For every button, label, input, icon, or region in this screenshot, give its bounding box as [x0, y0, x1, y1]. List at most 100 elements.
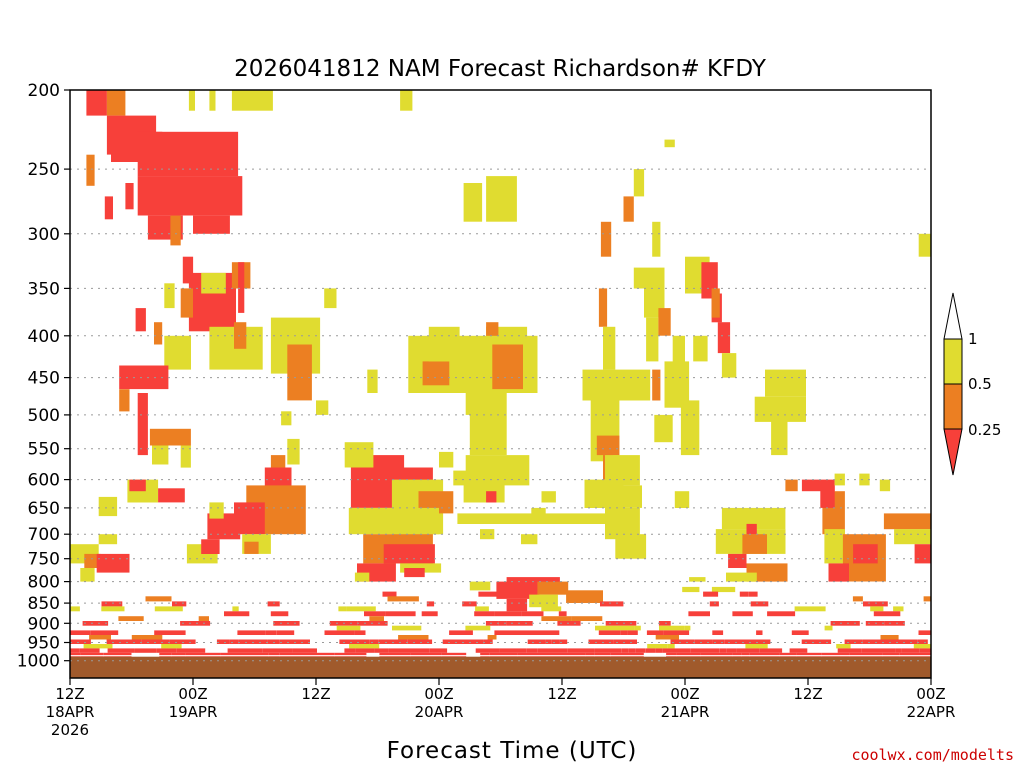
ri-band-1: [478, 591, 503, 597]
ri-patch-87: [537, 581, 569, 595]
ri-patch-90: [506, 598, 528, 612]
ri-band-14: [103, 652, 132, 658]
ri-patch-119: [711, 288, 720, 318]
y-tick-label-300: 300: [28, 225, 60, 245]
ri-band-12: [647, 644, 668, 649]
ri-band-9: [663, 630, 690, 635]
ri-band-11: [483, 639, 493, 644]
ri-patch-10: [209, 90, 216, 111]
y-tick-label-350: 350: [28, 279, 60, 299]
ri-patch-155: [541, 491, 556, 503]
ri-patch-139: [883, 513, 931, 530]
ri-band-11: [844, 639, 863, 644]
ri-patch-151: [316, 400, 329, 415]
plot-frame: [69, 89, 932, 679]
ri-patch-66: [404, 568, 425, 578]
ri-patch-114: [654, 414, 673, 443]
y-tick-label-200: 200: [28, 81, 60, 101]
ri-band-14: [676, 652, 701, 658]
ri-patch-48: [129, 479, 146, 492]
ri-band-13: [861, 648, 878, 653]
ri-patch-146: [771, 414, 788, 456]
ri-band-9: [646, 630, 664, 635]
ri-band-9: [237, 630, 266, 635]
ri-band-13: [901, 648, 920, 653]
ri-band-9: [265, 630, 277, 635]
ri-band-1: [739, 591, 749, 597]
ground-layer: [70, 655, 931, 678]
y-tick-label-400: 400: [28, 327, 60, 347]
ri-patch-64: [354, 572, 370, 582]
ri-patch-26: [234, 322, 247, 349]
ri-band-12: [836, 644, 851, 649]
ri-band-13: [736, 648, 760, 653]
ri-band-13: [726, 648, 737, 653]
ri-patch-107: [644, 267, 665, 318]
ri-band-1: [703, 591, 719, 597]
ri-band-11: [339, 639, 370, 644]
ri-band-4: [70, 606, 80, 612]
ri-band-11: [407, 639, 433, 644]
ri-band-14: [80, 652, 104, 658]
ri-patch-24: [164, 335, 191, 370]
ri-patch-99: [615, 534, 647, 559]
ground-fill: [70, 656, 931, 678]
ri-band-13: [690, 648, 720, 653]
ri-patch-135: [824, 529, 845, 564]
ri-band-11: [694, 639, 713, 644]
ri-band-2: [852, 596, 863, 602]
ri-patch-83: [367, 369, 378, 393]
ri-band-13: [79, 648, 100, 653]
ri-patch-153: [480, 529, 495, 540]
ri-band-11: [70, 639, 91, 644]
ri-band-4: [338, 606, 347, 612]
ri-patch-144: [859, 473, 870, 486]
ri-band-9: [70, 630, 91, 635]
ri-band-11: [378, 639, 408, 644]
ri-band-0: [682, 586, 700, 593]
ri-band-9: [620, 630, 628, 635]
chart-title: 2026041812 NAM Forecast Richardson# KFDY: [234, 56, 767, 82]
ri-band-13: [156, 648, 177, 653]
credit-text[interactable]: coolwx.com/modelts: [851, 746, 1014, 764]
x-tick-label-0-0: 12Z: [55, 685, 84, 703]
ri-band-14: [241, 652, 269, 658]
ri-band-14: [171, 652, 186, 658]
y-tick-label-500: 500: [28, 406, 60, 426]
legend-swatch-yellow: [943, 338, 963, 385]
ri-band-11: [229, 639, 239, 644]
ri-patch-8: [231, 90, 273, 111]
x-tick-label-1-1: 19APR: [169, 703, 218, 721]
ri-patch-9: [188, 90, 195, 111]
ri-band-9: [90, 630, 101, 635]
ri-band-4: [893, 606, 904, 612]
ri-band-13: [759, 648, 783, 653]
ri-band-11: [801, 639, 832, 644]
legend-label-2: 0.25: [968, 421, 1001, 439]
ri-patch-140: [894, 529, 931, 545]
ri-band-7: [605, 621, 637, 626]
ri-band-9: [324, 630, 355, 635]
x-tick-label-7-0: 00Z: [916, 685, 945, 703]
ri-band-14: [540, 652, 565, 658]
ri-band-14: [334, 652, 367, 658]
ri-patch-4: [137, 131, 239, 177]
ri-band-3: [462, 601, 477, 607]
ri-band-5: [767, 611, 796, 617]
ri-band-13: [107, 648, 135, 653]
ri-band-4: [232, 606, 239, 612]
ri-band-8: [824, 625, 833, 631]
ri-band-13: [919, 648, 929, 653]
ri-patch-80: [400, 90, 413, 111]
ri-band-8: [634, 625, 641, 631]
ri-band-14: [627, 652, 644, 658]
ri-patch-143: [834, 473, 845, 486]
ri-band-6: [369, 616, 384, 621]
ri-band-9: [154, 630, 186, 635]
ri-band-13: [895, 648, 902, 653]
ri-band-5: [521, 611, 544, 617]
ri-band-11: [216, 639, 230, 644]
ri-patch-132: [801, 479, 835, 492]
ri-band-12: [83, 644, 113, 649]
